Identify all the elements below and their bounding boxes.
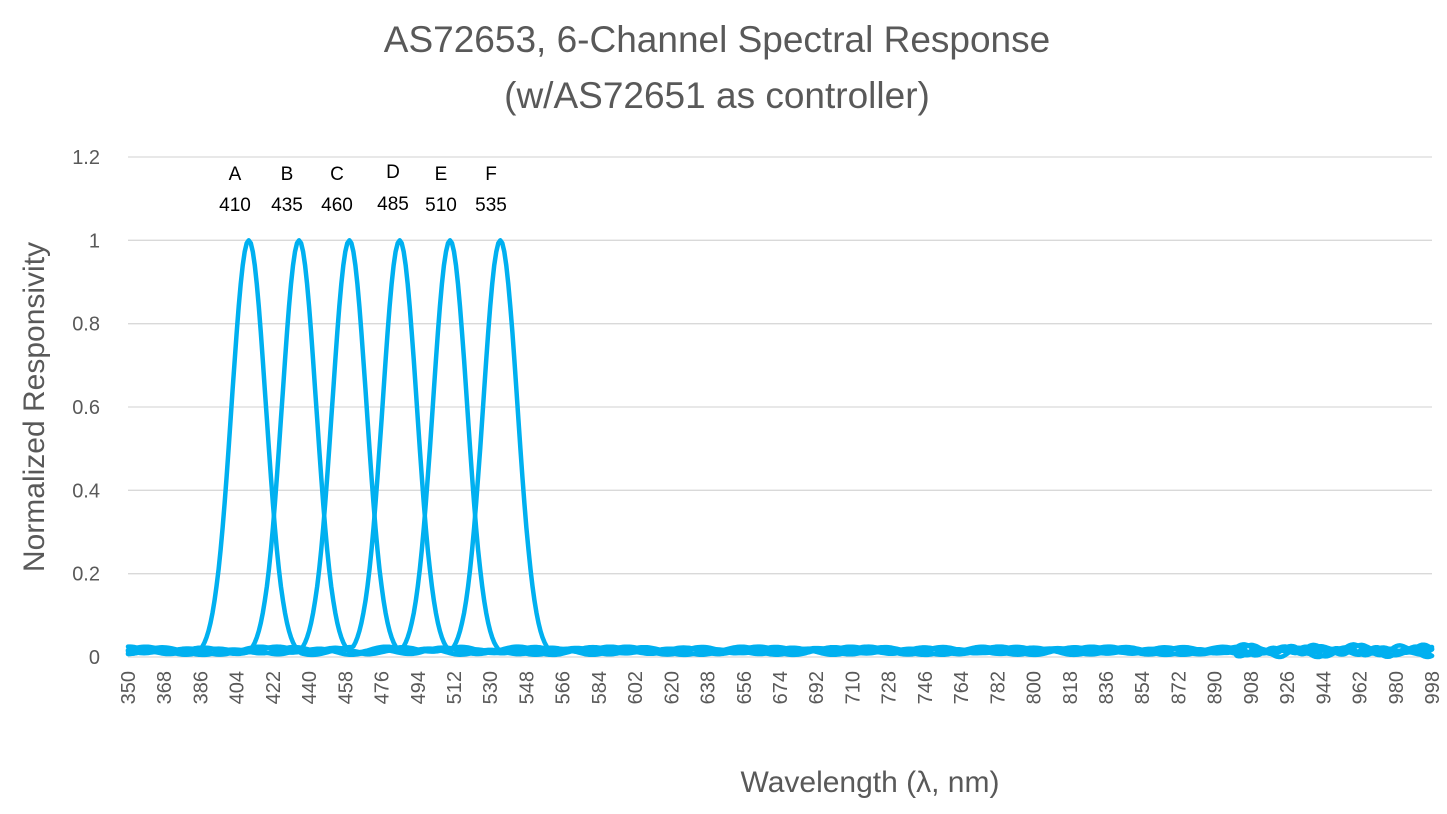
- x-tick-label: 890: [1205, 671, 1227, 704]
- x-tick-label: 746: [915, 671, 937, 704]
- x-tick-label: 386: [190, 671, 212, 704]
- y-axis-tick-labels: 0 0.2 0.4 0.6 0.8 1 1.2: [72, 147, 100, 669]
- annotation-letter: E: [435, 164, 448, 185]
- x-tick-label: 620: [661, 671, 683, 704]
- x-tick-label: 926: [1277, 671, 1299, 704]
- annotation-wavelength: 435: [271, 195, 303, 216]
- x-tick-label: 944: [1313, 671, 1335, 704]
- x-tick-label: 404: [227, 671, 249, 704]
- x-tick-label: 800: [1024, 671, 1046, 704]
- x-tick-label: 422: [263, 671, 285, 704]
- chart-title: AS72653, 6-Channel Spectral Response (w/…: [0, 12, 1434, 124]
- x-tick-label: 692: [806, 671, 828, 704]
- annotation-wavelength: 460: [321, 195, 353, 216]
- x-tick-label: 656: [734, 671, 756, 704]
- x-tick-label: 980: [1386, 671, 1408, 704]
- x-tick-label: 854: [1132, 671, 1154, 704]
- x-axis-title: Wavelength (λ, nm): [741, 766, 1000, 799]
- annotation-wavelength: 535: [475, 195, 507, 216]
- x-tick-label: 782: [987, 671, 1009, 704]
- series-lines: [125, 238, 1435, 660]
- peak-annotations: A 410 B 435 C 460 D 485 E 510 F 535: [219, 162, 507, 216]
- x-tick-label: 458: [335, 671, 357, 704]
- y-tick-label: 0.8: [72, 314, 100, 336]
- y-tick-label: 0: [89, 647, 100, 669]
- x-tick-label: 674: [770, 671, 792, 704]
- x-tick-label: 962: [1350, 671, 1372, 704]
- x-tick-label: 836: [1096, 671, 1118, 704]
- x-tick-label: 476: [372, 671, 394, 704]
- x-tick-label: 818: [1060, 671, 1082, 704]
- gridlines: [128, 156, 1432, 658]
- x-tick-label: 872: [1168, 671, 1190, 704]
- x-tick-label: 440: [299, 671, 321, 704]
- x-tick-label: 908: [1241, 671, 1263, 704]
- chart-title-line-2: (w/AS72651 as controller): [504, 75, 930, 116]
- series-line-channel-d: [125, 238, 1435, 658]
- x-tick-label: 512: [444, 671, 466, 704]
- y-tick-label: 0.4: [72, 480, 100, 502]
- y-tick-label: 0.6: [72, 397, 100, 419]
- chart-title-line-1: AS72653, 6-Channel Spectral Response: [383, 19, 1051, 60]
- series-line-channel-c: [125, 238, 1435, 660]
- x-tick-label: 530: [480, 671, 502, 704]
- annotation-letter: C: [330, 164, 344, 185]
- series-line-channel-a: [125, 238, 1435, 660]
- x-tick-label: 710: [842, 671, 864, 704]
- series-line-channel-f: [125, 238, 1435, 660]
- series-line-channel-e: [125, 238, 1435, 660]
- y-tick-label: 1: [89, 230, 100, 252]
- x-tick-label: 566: [553, 671, 575, 704]
- y-tick-label: 1.2: [72, 147, 100, 169]
- series-line-channel-b: [125, 238, 1435, 658]
- x-tick-label: 602: [625, 671, 647, 704]
- x-axis-tick-labels: 350 368 386 404 422 440 458 476 494 512 530 548 566 5…: [118, 671, 1444, 704]
- x-tick-label: 728: [879, 671, 901, 704]
- x-tick-label: 494: [408, 671, 430, 704]
- annotation-wavelength: 485: [377, 194, 409, 215]
- annotation-wavelength: 510: [425, 195, 457, 216]
- x-tick-label: 350: [118, 671, 140, 704]
- x-tick-label: 764: [951, 671, 973, 704]
- annotation-letter: A: [229, 164, 242, 185]
- annotation-letter: F: [485, 164, 497, 185]
- annotation-letter: D: [386, 162, 400, 183]
- x-tick-label: 638: [698, 671, 720, 704]
- y-tick-label: 0.2: [72, 564, 100, 586]
- x-tick-label: 548: [516, 671, 538, 704]
- x-tick-label: 368: [154, 671, 176, 704]
- annotation-wavelength: 410: [219, 195, 251, 216]
- x-tick-label: 584: [589, 671, 611, 704]
- annotation-letter: B: [281, 164, 294, 185]
- y-axis-title: Normalized Responsivity: [18, 242, 51, 572]
- x-tick-label: 998: [1422, 671, 1444, 704]
